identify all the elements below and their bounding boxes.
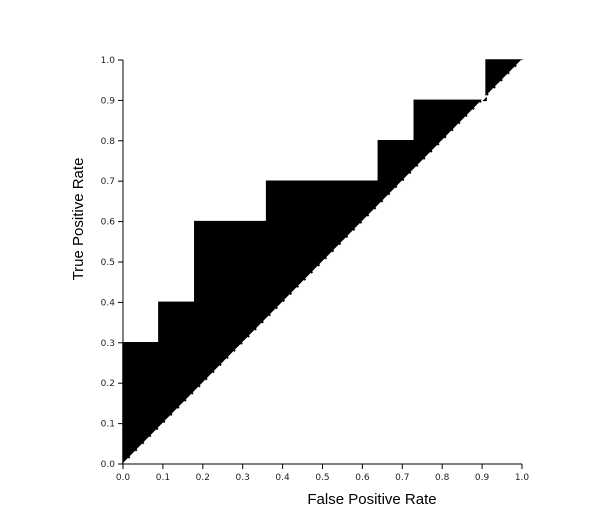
chance-diagonal-line — [122, 59, 523, 465]
y-tick-label: 0.4 — [101, 298, 116, 308]
x-tick-label: 0.7 — [395, 473, 409, 483]
x-axis-ticks: 0.0 0.1 0.2 0.3 0.4 0.5 0.6 0.7 0.8 0.9 1.0 — [116, 464, 530, 483]
y-tick-label: 0.2 — [101, 379, 115, 389]
plot-area — [122, 59, 524, 466]
x-tick-label: 0.2 — [196, 473, 210, 483]
y-tick-label: 0.3 — [101, 339, 115, 349]
y-tick-label: 0.9 — [101, 96, 116, 106]
y-tick-label: 0.8 — [101, 137, 116, 147]
x-tick-label: 0.3 — [236, 473, 250, 483]
roc-curve-line — [122, 59, 522, 464]
x-tick-label: 0.1 — [156, 473, 170, 483]
y-axis-ticks: 0.0 0.1 0.2 0.3 0.4 0.5 0.6 0.7 0.8 0.9 1.0 — [101, 56, 123, 470]
y-tick-label: 0.7 — [101, 177, 115, 187]
x-tick-label: 1.0 — [515, 473, 530, 483]
y-tick-label: 1.0 — [101, 56, 116, 66]
y-tick-label: 0.5 — [101, 258, 115, 268]
y-tick-label: 0.6 — [101, 218, 116, 228]
x-tick-label: 0.8 — [435, 473, 450, 483]
y-tick-label: 0.1 — [101, 420, 115, 430]
x-tick-label: 0.4 — [275, 473, 290, 483]
x-tick-label: 0.6 — [355, 473, 370, 483]
y-axis-label: True Positive Rate — [70, 158, 87, 281]
x-tick-label: 0.5 — [315, 473, 329, 483]
x-tick-label: 0.0 — [116, 473, 131, 483]
y-tick-label: 0.0 — [101, 460, 116, 470]
x-axis-label: False Positive Rate — [307, 491, 436, 508]
x-tick-label: 0.9 — [475, 473, 490, 483]
